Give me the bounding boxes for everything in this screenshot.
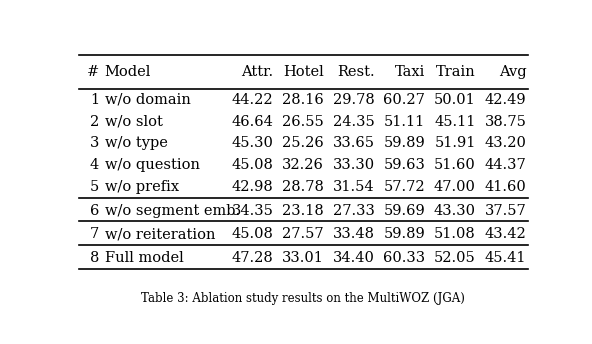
Text: 45.11: 45.11 xyxy=(435,115,476,129)
Text: w/o slot: w/o slot xyxy=(105,115,163,129)
Text: 51.11: 51.11 xyxy=(384,115,425,129)
Text: 51.08: 51.08 xyxy=(434,227,476,241)
Text: 45.30: 45.30 xyxy=(231,136,274,150)
Text: 38.75: 38.75 xyxy=(484,115,526,129)
Text: 46.64: 46.64 xyxy=(231,115,274,129)
Text: Attr.: Attr. xyxy=(242,65,274,79)
Text: Model: Model xyxy=(105,65,151,79)
Text: 51.91: 51.91 xyxy=(435,136,476,150)
Text: 42.98: 42.98 xyxy=(231,180,274,194)
Text: 44.22: 44.22 xyxy=(232,93,274,107)
Text: 33.48: 33.48 xyxy=(333,227,375,241)
Text: w/o reiteration: w/o reiteration xyxy=(105,227,215,241)
Text: 42.49: 42.49 xyxy=(485,93,526,107)
Text: 45.08: 45.08 xyxy=(231,158,274,172)
Text: 33.01: 33.01 xyxy=(282,251,324,265)
Text: 33.65: 33.65 xyxy=(333,136,375,150)
Text: 37.57: 37.57 xyxy=(485,204,526,217)
Text: 28.78: 28.78 xyxy=(282,180,324,194)
Text: 34.40: 34.40 xyxy=(333,251,375,265)
Text: w/o domain: w/o domain xyxy=(105,93,191,107)
Text: 47.00: 47.00 xyxy=(434,180,476,194)
Text: 41.60: 41.60 xyxy=(485,180,526,194)
Text: Rest.: Rest. xyxy=(337,65,375,79)
Text: 1: 1 xyxy=(90,93,99,107)
Text: 25.26: 25.26 xyxy=(282,136,324,150)
Text: 8: 8 xyxy=(90,251,99,265)
Text: w/o question: w/o question xyxy=(105,158,200,172)
Text: 31.54: 31.54 xyxy=(333,180,375,194)
Text: 4: 4 xyxy=(90,158,99,172)
Text: Table 3: Ablation study results on the MultiWOZ (JGA): Table 3: Ablation study results on the M… xyxy=(141,292,465,305)
Text: 45.08: 45.08 xyxy=(231,227,274,241)
Text: 32.26: 32.26 xyxy=(282,158,324,172)
Text: Taxi: Taxi xyxy=(395,65,425,79)
Text: 5: 5 xyxy=(90,180,99,194)
Text: 27.57: 27.57 xyxy=(282,227,324,241)
Text: 50.01: 50.01 xyxy=(434,93,476,107)
Text: 60.27: 60.27 xyxy=(384,93,425,107)
Text: 34.35: 34.35 xyxy=(231,204,274,217)
Text: 3: 3 xyxy=(90,136,99,150)
Text: 28.16: 28.16 xyxy=(282,93,324,107)
Text: 59.89: 59.89 xyxy=(384,136,425,150)
Text: 44.37: 44.37 xyxy=(485,158,526,172)
Text: 6: 6 xyxy=(90,204,99,217)
Text: 26.55: 26.55 xyxy=(282,115,324,129)
Text: 57.72: 57.72 xyxy=(384,180,425,194)
Text: 59.69: 59.69 xyxy=(384,204,425,217)
Text: 33.30: 33.30 xyxy=(333,158,375,172)
Text: Full model: Full model xyxy=(105,251,184,265)
Text: 51.60: 51.60 xyxy=(434,158,476,172)
Text: 2: 2 xyxy=(90,115,99,129)
Text: 43.20: 43.20 xyxy=(484,136,526,150)
Text: 43.42: 43.42 xyxy=(485,227,526,241)
Text: 7: 7 xyxy=(90,227,99,241)
Text: w/o prefix: w/o prefix xyxy=(105,180,179,194)
Text: 27.33: 27.33 xyxy=(333,204,375,217)
Text: 43.30: 43.30 xyxy=(434,204,476,217)
Text: 52.05: 52.05 xyxy=(434,251,476,265)
Text: 24.35: 24.35 xyxy=(333,115,375,129)
Text: 59.63: 59.63 xyxy=(384,158,425,172)
Text: w/o type: w/o type xyxy=(105,136,168,150)
Text: 60.33: 60.33 xyxy=(383,251,425,265)
Text: 29.78: 29.78 xyxy=(333,93,375,107)
Text: 45.41: 45.41 xyxy=(485,251,526,265)
Text: 47.28: 47.28 xyxy=(231,251,274,265)
Text: Train: Train xyxy=(436,65,476,79)
Text: Hotel: Hotel xyxy=(284,65,324,79)
Text: #: # xyxy=(87,65,99,79)
Text: 59.89: 59.89 xyxy=(384,227,425,241)
Text: w/o segment emb.: w/o segment emb. xyxy=(105,204,240,217)
Text: 23.18: 23.18 xyxy=(282,204,324,217)
Text: Avg: Avg xyxy=(498,65,526,79)
